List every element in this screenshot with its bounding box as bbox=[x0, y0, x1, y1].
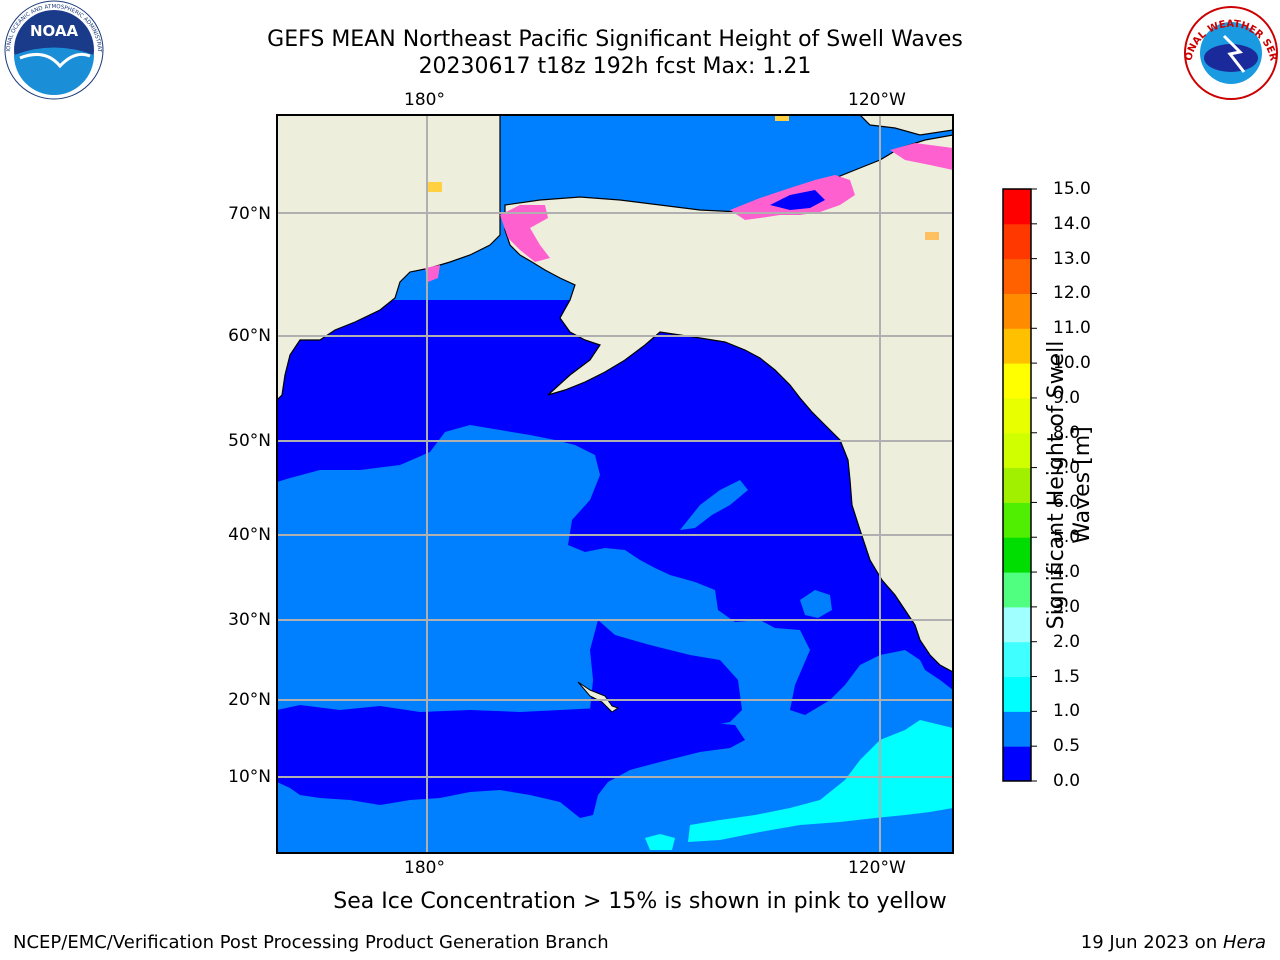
colorbar-segment bbox=[1003, 572, 1031, 608]
map-panel bbox=[276, 114, 954, 854]
land-asia bbox=[277, 115, 501, 401]
footer-left: NCEP/EMC/Verification Post Processing Pr… bbox=[13, 932, 609, 953]
swell-inlet-0p5-1 bbox=[680, 480, 748, 530]
colorbar-segment bbox=[1003, 606, 1031, 643]
colorbar-tick-label: 10.0 bbox=[1053, 353, 1091, 374]
colorbar-segment bbox=[1003, 502, 1031, 538]
land-hawaii bbox=[577, 681, 620, 713]
colorbar-tick-label: 0.0 bbox=[1053, 771, 1081, 791]
footer-date: 19 Jun 2023 on bbox=[1080, 932, 1223, 953]
colorbar-segment bbox=[1003, 189, 1031, 225]
colorbar-tick-label: 2.0 bbox=[1053, 631, 1081, 652]
colorbar-tick-label: 3.0 bbox=[1053, 596, 1081, 617]
sea-ice-yellow-1 bbox=[428, 182, 442, 192]
land-arctic-island bbox=[859, 115, 953, 136]
y-tick-50n: 50°N bbox=[228, 431, 271, 451]
colorbar-tick-label: 0.5 bbox=[1053, 736, 1081, 757]
colorbar-tick-label: 7.0 bbox=[1053, 457, 1081, 478]
sea-ice-bering bbox=[425, 265, 440, 282]
svg-text:NOAA: NOAA bbox=[30, 22, 79, 40]
y-tick-40n: 40°N bbox=[228, 525, 271, 545]
colorbar-frame bbox=[1002, 188, 1032, 782]
map-grid bbox=[277, 115, 953, 853]
colorbar-segment bbox=[1003, 467, 1031, 503]
colorbar-segment bbox=[1003, 432, 1031, 469]
colorbar-segment bbox=[1003, 641, 1031, 678]
x-tick-top-120w: 120°W bbox=[848, 90, 906, 110]
colorbar-tick-label: 15.0 bbox=[1053, 179, 1091, 199]
y-tick-70n: 70°N bbox=[228, 204, 271, 224]
swell-band-0-0p5-north bbox=[277, 300, 953, 715]
colorbar-segment bbox=[1003, 746, 1031, 782]
map-subtitle: 20230617 t18z 192h fcst Max: 1.21 bbox=[418, 54, 812, 79]
colorbar-segment bbox=[1003, 363, 1031, 399]
noaa-logo: NOAA NATIONAL OCEANIC AND ATMOSPHERIC AD… bbox=[0, 0, 104, 100]
colorbar-tick-label: 14.0 bbox=[1053, 213, 1091, 234]
y-tick-10n: 10°N bbox=[228, 767, 271, 787]
colorbar-label: Significant Height of Swell Waves [m] bbox=[1044, 340, 1095, 630]
sea-ice-beaufort-inner bbox=[770, 190, 825, 210]
swell-band-1-1p5 bbox=[688, 720, 953, 842]
colorbar-tick-label: 6.0 bbox=[1053, 492, 1081, 513]
colorbar-segment bbox=[1003, 328, 1031, 364]
colorbar-segment bbox=[1003, 537, 1031, 573]
sea-ice-yellow-2 bbox=[775, 115, 789, 121]
x-tick-top-180: 180° bbox=[404, 90, 445, 110]
swell-patch-0p5-1-east bbox=[800, 590, 832, 618]
sea-ice-yellow-3 bbox=[925, 232, 939, 240]
y-tick-30n: 30°N bbox=[228, 610, 271, 630]
colorbar-tick-label: 11.0 bbox=[1053, 318, 1091, 339]
footer-right: 19 Jun 2023 on Hera bbox=[1081, 932, 1266, 953]
swell-band-0-0p5-south bbox=[277, 705, 745, 818]
colorbar-tick-label: 13.0 bbox=[1053, 248, 1091, 269]
colorbar-tick-label: 9.0 bbox=[1053, 387, 1081, 408]
colorbar-segment bbox=[1003, 676, 1031, 712]
colorbar-segment bbox=[1003, 223, 1031, 260]
colorbar-segment bbox=[1003, 293, 1031, 329]
x-tick-bottom-120w: 120°W bbox=[848, 858, 906, 878]
colorbar-segment bbox=[1003, 711, 1031, 747]
colorbar-tick-label: 12.0 bbox=[1053, 283, 1091, 304]
map-frame bbox=[276, 114, 954, 854]
colorbar bbox=[1002, 188, 1037, 782]
sea-ice-arctic-east bbox=[890, 143, 953, 170]
colorbar-tick-label: 4.0 bbox=[1053, 562, 1081, 583]
x-tick-bottom-180: 180° bbox=[404, 858, 445, 878]
map-title: GEFS MEAN Northeast Pacific Significant … bbox=[267, 27, 963, 52]
colorbar-tick-label: 5.0 bbox=[1053, 527, 1081, 548]
sea-ice-chukchi bbox=[500, 205, 550, 262]
colorbar-segment bbox=[1003, 397, 1031, 434]
land-north-america bbox=[504, 134, 953, 673]
footer-machine: Hera bbox=[1222, 932, 1266, 953]
y-tick-60n: 60°N bbox=[228, 326, 271, 346]
nws-logo: NATIONAL WEATHER SERVICE bbox=[1180, 0, 1279, 100]
colorbar-tick-label: 8.0 bbox=[1053, 422, 1081, 443]
colorbar-segment bbox=[1003, 258, 1031, 294]
y-tick-20n: 20°N bbox=[228, 690, 271, 710]
map-caption: Sea Ice Concentration > 15% is shown in … bbox=[333, 889, 947, 914]
colorbar-tick-label: 1.5 bbox=[1053, 666, 1081, 687]
colorbar-tick-label: 1.0 bbox=[1053, 701, 1081, 722]
swell-patch-1-1p5-small bbox=[645, 834, 675, 850]
